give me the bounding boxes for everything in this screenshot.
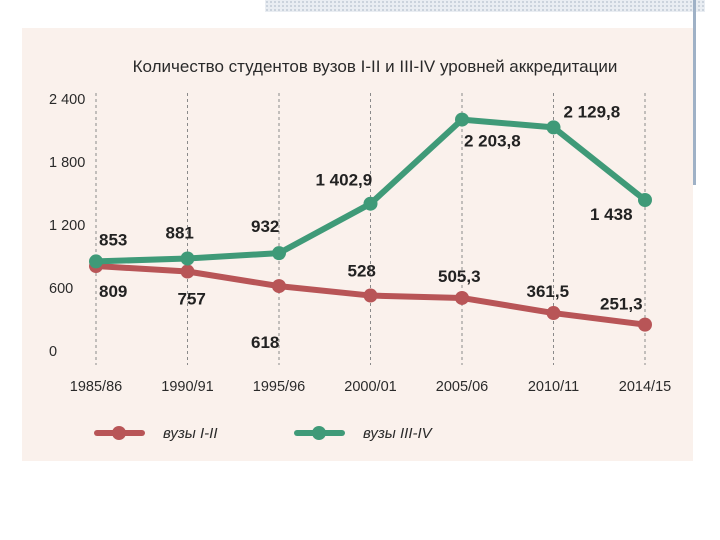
series-layer	[89, 112, 652, 332]
series-1-data-label-4: 2 203,8	[464, 132, 521, 151]
legend: вузы I-II вузы III-IV	[94, 425, 434, 442]
y-tick-label-3: 1 800	[49, 155, 85, 171]
series-0-point-4	[455, 290, 469, 305]
series-1-data-label-6: 1 438	[590, 205, 633, 224]
series-1-point-6	[638, 193, 652, 208]
series-1-point-3	[363, 196, 378, 211]
series-0-data-label-5: 361,5	[527, 282, 570, 301]
series-1-point-5	[546, 120, 561, 135]
series-1-point-0	[89, 254, 103, 269]
axis-layer: 0 600 1 200 1 800 2 400 1985/86 1990/91 1995/96…	[49, 92, 671, 395]
series-0-data-label-2: 618	[251, 333, 279, 352]
y-tick-label-4: 2 400	[49, 92, 85, 108]
x-tick-label-1: 1990/91	[161, 379, 213, 395]
chart-title: Количество студентов вузов I-II и III-IV…	[133, 57, 618, 76]
y-tick-label-1: 600	[49, 281, 73, 297]
x-tick-label-2: 1995/96	[253, 379, 305, 395]
legend-label-1: вузы III-IV	[363, 425, 434, 442]
series-1-data-label-2: 932	[251, 217, 279, 236]
label-layer: 809 757 618 528 505,3 361,5 251,3 853 881 932 1 40…	[99, 102, 643, 352]
series-0-data-label-1: 757	[178, 290, 206, 309]
legend-label-0: вузы I-II	[163, 425, 218, 442]
series-0-point-6	[638, 317, 652, 332]
series-1-data-label-5: 2 129,8	[564, 102, 621, 121]
series-0-data-label-0: 809	[99, 282, 127, 301]
decorative-side-line	[693, 0, 696, 185]
series-1-data-label-3: 1 402,9	[316, 171, 373, 190]
decorative-dotted-strip	[265, 0, 705, 12]
series-0-point-2	[272, 279, 286, 294]
series-0-point-5	[546, 306, 561, 321]
chart-panel	[22, 28, 693, 461]
y-tick-label-2: 1 200	[49, 218, 85, 234]
x-tick-label-6: 2014/15	[619, 379, 671, 395]
series-1-data-label-1: 881	[166, 223, 194, 242]
series-1-point-1	[180, 251, 195, 266]
x-tick-label-0: 1985/86	[70, 379, 122, 395]
x-tick-label-5: 2010/11	[528, 379, 579, 395]
series-1-point-2	[272, 246, 286, 261]
series-0-point-3	[363, 288, 378, 303]
series-0-point-1	[180, 264, 195, 279]
legend-swatch-dot-1	[312, 426, 326, 440]
legend-swatch-dot-0	[112, 426, 126, 440]
x-tick-label-3: 2000/01	[344, 379, 396, 395]
series-0-data-label-6: 251,3	[600, 295, 643, 314]
y-tick-label-0: 0	[49, 344, 57, 360]
series-0-data-label-3: 528	[348, 262, 376, 281]
series-0-data-label-4: 505,3	[438, 267, 481, 286]
series-1-point-4	[455, 112, 469, 127]
x-tick-label-4: 2005/06	[436, 379, 488, 395]
series-1-data-label-0: 853	[99, 230, 127, 249]
